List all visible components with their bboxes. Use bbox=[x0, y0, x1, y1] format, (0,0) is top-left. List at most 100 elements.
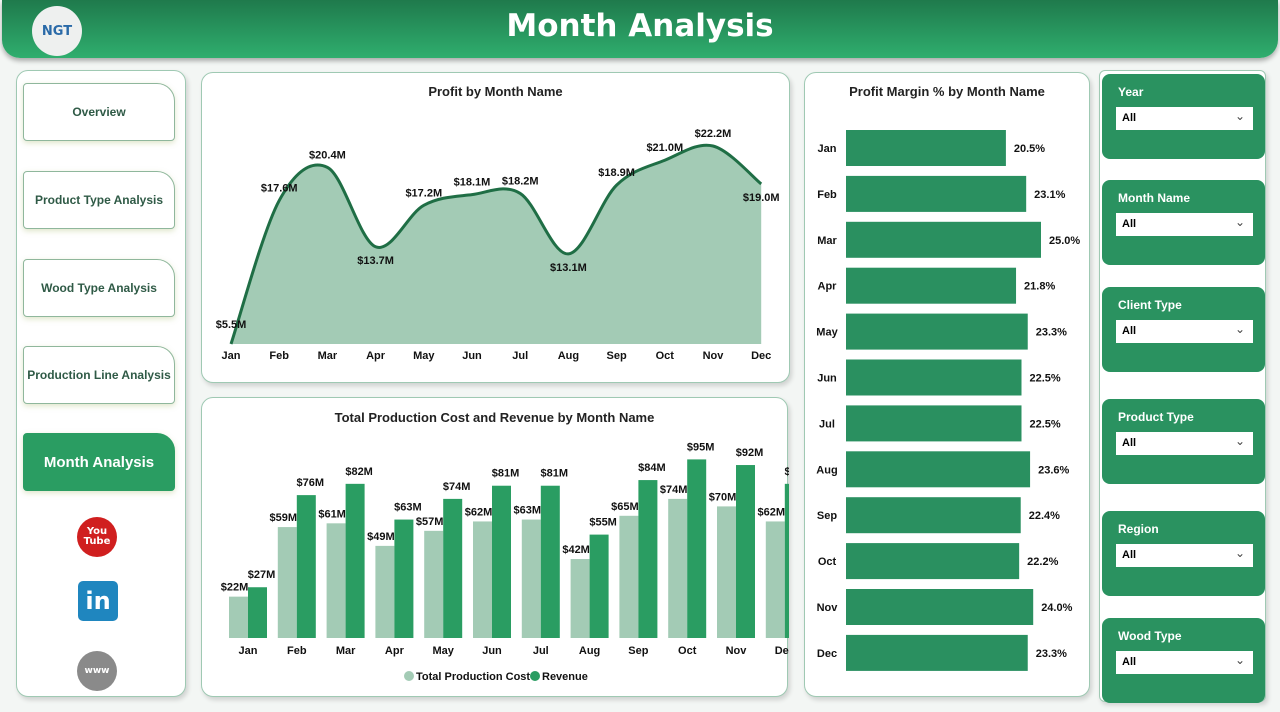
y-tick-label: Jul bbox=[819, 418, 835, 430]
logo: NGT bbox=[32, 6, 82, 56]
slicer-wood-type: Wood Type All ⌄ bbox=[1102, 618, 1265, 703]
slicer-value: All bbox=[1122, 325, 1137, 337]
slicer-dropdown[interactable]: All ⌄ bbox=[1116, 651, 1253, 674]
x-tick-label: Aug bbox=[579, 645, 600, 657]
margin-bar bbox=[846, 267, 1017, 304]
y-tick-label: Aug bbox=[816, 464, 837, 476]
bar-cost bbox=[473, 521, 492, 638]
y-tick-label: Nov bbox=[817, 602, 839, 614]
bar-cost bbox=[521, 519, 541, 638]
slicer-label: Product Type bbox=[1118, 410, 1194, 424]
data-label: 20.5% bbox=[1014, 143, 1045, 155]
slicer-dropdown[interactable]: All ⌄ bbox=[1116, 107, 1253, 130]
margin-bar bbox=[846, 175, 1027, 212]
linkedin-icon[interactable]: in bbox=[78, 581, 118, 621]
slicer-dropdown[interactable]: All ⌄ bbox=[1116, 213, 1253, 236]
x-tick-label: Nov bbox=[726, 645, 748, 657]
x-tick-label: Dec bbox=[751, 350, 771, 362]
x-tick-label: Jun bbox=[462, 350, 482, 362]
x-tick-label: Oct bbox=[656, 350, 675, 362]
chart-title: Profit by Month Name bbox=[428, 84, 563, 99]
data-label: $74M bbox=[443, 481, 471, 493]
slicer-dropdown[interactable]: All ⌄ bbox=[1116, 544, 1253, 567]
chevron-down-icon: ⌄ bbox=[1234, 215, 1245, 229]
slicer-client-type: Client Type All ⌄ bbox=[1102, 287, 1265, 372]
data-label: $81M bbox=[541, 468, 569, 480]
data-label: 23.6% bbox=[1038, 464, 1069, 476]
data-label: $17.2M bbox=[405, 187, 442, 199]
chevron-down-icon: ⌄ bbox=[1234, 653, 1245, 667]
legend-marker-cost bbox=[404, 671, 414, 681]
data-label: $82M bbox=[345, 466, 373, 478]
data-label: $18.2M bbox=[502, 175, 539, 187]
slicer-panel: Year All ⌄ Month Name All ⌄ Client Type All ⌄… bbox=[1099, 70, 1266, 703]
slicer-value: All bbox=[1122, 112, 1137, 124]
bar-revenue bbox=[736, 465, 755, 638]
data-label: $84M bbox=[638, 462, 666, 474]
legend-label: Revenue bbox=[542, 671, 588, 683]
data-label: $74M bbox=[660, 484, 688, 496]
x-tick-label: Jun bbox=[482, 645, 502, 657]
x-tick-label: Apr bbox=[385, 645, 405, 657]
y-tick-label: Feb bbox=[817, 189, 837, 201]
cost-revenue-bar-chart: $22M$27M Jan $59M $76M Feb $61M $82M Mar $49M $63… bbox=[221, 441, 789, 683]
margin-bar bbox=[846, 130, 1006, 166]
chevron-down-icon: ⌄ bbox=[1234, 434, 1245, 448]
y-tick-label: Jan bbox=[818, 143, 837, 155]
x-tick-label: Mar bbox=[318, 350, 338, 362]
slicer-product-type: Product Type All ⌄ bbox=[1102, 399, 1265, 484]
data-label: $92M bbox=[736, 447, 764, 459]
slicer-month-name: Month Name All ⌄ bbox=[1102, 180, 1265, 265]
nav-production-line-analysis[interactable]: Production Line Analysis bbox=[23, 346, 175, 404]
bar-revenue bbox=[296, 495, 316, 638]
chart-title: Total Production Cost and Revenue by Mon… bbox=[334, 410, 655, 425]
data-label: $17.6M bbox=[261, 183, 298, 195]
margin-bar bbox=[846, 359, 1022, 396]
data-label: $22.2M bbox=[695, 128, 732, 140]
x-tick-label: Dec bbox=[775, 645, 789, 657]
youtube-icon[interactable]: You Tube bbox=[77, 517, 117, 557]
y-tick-label: Dec bbox=[817, 648, 837, 660]
chart-title: Profit Margin % by Month Name bbox=[849, 84, 1045, 99]
globe-icon[interactable]: www bbox=[77, 651, 117, 691]
x-tick-label: Jul bbox=[512, 350, 528, 362]
nav-product-type-analysis[interactable]: Product Type Analysis bbox=[23, 171, 175, 229]
page-title: Month Analysis bbox=[506, 8, 774, 44]
slicer-dropdown[interactable]: All ⌄ bbox=[1116, 432, 1253, 455]
bar-cost bbox=[765, 521, 785, 638]
slicer-region: Region All ⌄ bbox=[1102, 511, 1265, 596]
y-tick-label: Sep bbox=[817, 510, 837, 522]
area-fill bbox=[231, 145, 762, 344]
slicer-dropdown[interactable]: All ⌄ bbox=[1116, 320, 1253, 343]
data-label: $61M bbox=[318, 508, 346, 520]
profit-line bbox=[229, 143, 763, 345]
bar-revenue bbox=[443, 498, 463, 638]
y-tick-label: Mar bbox=[817, 235, 837, 247]
x-tick-label: Mar bbox=[336, 645, 356, 657]
data-label: $62M bbox=[465, 506, 493, 518]
margin-bar bbox=[846, 313, 1028, 350]
x-tick-label: May bbox=[432, 645, 454, 657]
data-label: 23.1% bbox=[1034, 189, 1065, 201]
data-label: 22.2% bbox=[1027, 556, 1058, 568]
x-tick-label: Nov bbox=[703, 350, 725, 362]
bar-revenue bbox=[589, 534, 609, 638]
data-label: $49M bbox=[367, 531, 395, 543]
slicer-value: All bbox=[1122, 437, 1137, 449]
nav-month-analysis[interactable]: Month Analysis bbox=[23, 433, 175, 491]
margin-bar bbox=[846, 221, 1041, 258]
data-label: 25.0% bbox=[1049, 235, 1080, 247]
x-tick-label: Jan bbox=[239, 645, 258, 657]
nav-wood-type-analysis[interactable]: Wood Type Analysis bbox=[23, 259, 175, 317]
nav-panel: Overview Product Type Analysis Wood Type… bbox=[16, 70, 186, 697]
bar-revenue bbox=[687, 459, 707, 638]
slicer-year: Year All ⌄ bbox=[1102, 74, 1265, 159]
chevron-down-icon: ⌄ bbox=[1234, 322, 1245, 336]
nav-overview[interactable]: Overview bbox=[23, 83, 175, 141]
x-tick-label: Feb bbox=[269, 350, 289, 362]
data-label: $59M bbox=[270, 512, 298, 524]
x-tick-label: Jul bbox=[533, 645, 549, 657]
data-label: $22M bbox=[221, 582, 249, 594]
cost-revenue-chart-card: Total Production Cost and Revenue by Mon… bbox=[201, 397, 789, 697]
data-label: $65M bbox=[611, 501, 639, 513]
